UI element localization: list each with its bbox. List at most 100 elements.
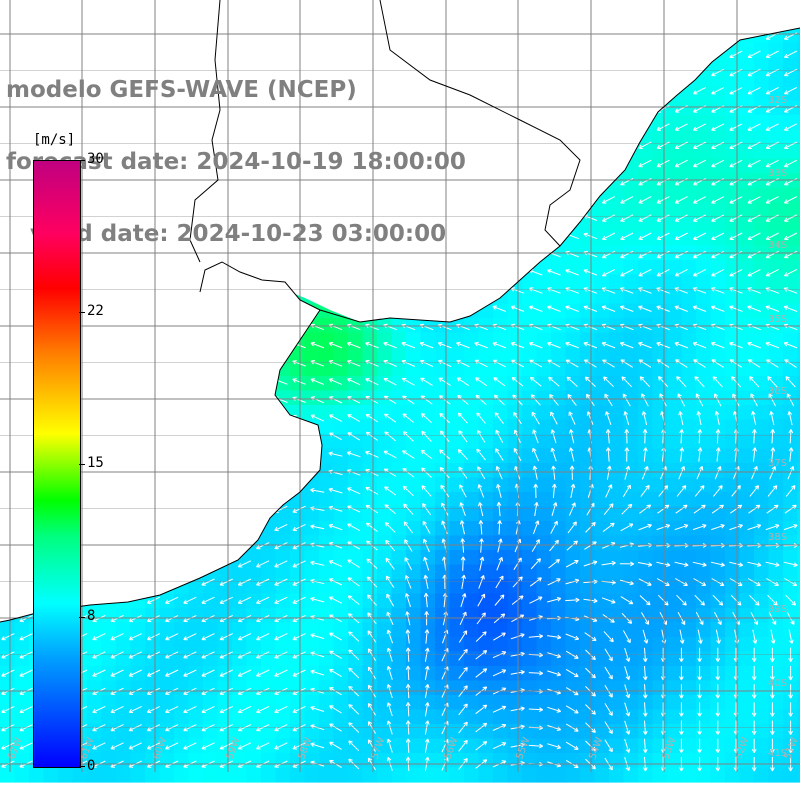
wind-speed-cell [348, 361, 364, 377]
wind-speed-cell [754, 593, 770, 609]
wind-speed-cell [565, 463, 581, 479]
map-header: modelo GEFS-WAVE (NCEP) forecast date: 2… [6, 30, 466, 270]
wind-speed-cell [623, 521, 639, 537]
wind-arrow [476, 448, 486, 461]
wind-speed-cell [768, 695, 784, 711]
wind-speed-cell [290, 637, 306, 653]
wind-speed-cell [478, 492, 494, 508]
wind-speed-cell [681, 202, 697, 218]
wind-speed-cell [391, 405, 407, 421]
wind-arrow [638, 214, 652, 222]
wind-arrow [165, 669, 179, 677]
wind-speed-cell [145, 651, 161, 667]
wind-speed-cell [623, 187, 639, 203]
wind-speed-cell [652, 405, 668, 421]
wind-speed-cell [551, 724, 567, 740]
wind-speed-cell [638, 231, 654, 247]
wind-speed-cell [580, 666, 596, 682]
wind-speed-cell [14, 622, 30, 638]
wind-arrow [729, 561, 744, 567]
wind-arrow [183, 669, 197, 677]
wind-arrow [438, 377, 451, 386]
wind-speed-cell [696, 289, 712, 305]
wind-speed-cell [623, 448, 639, 464]
wind-speed-cell [681, 216, 697, 232]
wind-speed-cell [333, 767, 349, 783]
wind-speed-cell [319, 564, 335, 580]
wind-speed-cell [493, 347, 509, 363]
wind-speed-cell [623, 463, 639, 479]
wind-speed-cell [609, 651, 625, 667]
wind-speed-cell [623, 666, 639, 682]
wind-speed-cell [594, 303, 610, 319]
wind-speed-cell [449, 347, 465, 363]
wind-arrow [386, 702, 393, 717]
wind-speed-cell [754, 753, 770, 769]
wind-speed-cell [725, 767, 741, 783]
wind-arrow [386, 665, 393, 680]
wind-speed-cell [87, 651, 103, 667]
wind-arrow [749, 485, 760, 497]
wind-speed-cell [536, 622, 552, 638]
wind-speed-cell [667, 144, 683, 160]
wind-speed-cell [391, 492, 407, 508]
wind-speed-cell [420, 622, 436, 638]
wind-speed-cell [710, 260, 726, 276]
wind-speed-cell [725, 463, 741, 479]
wind-speed-cell [464, 434, 480, 450]
wind-speed-cell [565, 709, 581, 725]
wind-arrow [619, 341, 634, 349]
wind-arrow [565, 668, 579, 678]
wind-speed-cell [783, 709, 799, 725]
wind-arrow [619, 561, 635, 567]
wind-speed-cell [565, 419, 581, 435]
wind-arrow [237, 669, 252, 677]
wind-speed-cell [333, 492, 349, 508]
wind-speed-cell [464, 767, 480, 783]
wind-arrow [146, 705, 161, 714]
wind-speed-cell [594, 709, 610, 725]
wind-speed-cell [667, 564, 683, 580]
wind-speed-cell [101, 724, 117, 740]
wind-speed-cell [130, 608, 146, 624]
wind-speed-cell [362, 637, 378, 653]
wind-arrow [715, 629, 721, 644]
wind-arrow [624, 702, 631, 717]
wind-speed-cell [188, 637, 204, 653]
wind-arrow [674, 561, 689, 567]
wind-arrow [549, 394, 559, 406]
wind-speed-cell [377, 390, 393, 406]
wind-arrow [783, 250, 798, 259]
wind-speed-cell [696, 86, 712, 102]
wind-arrow [605, 429, 611, 444]
wind-speed-cell [319, 666, 335, 682]
wind-speed-cell [681, 593, 697, 609]
wind-arrow [713, 485, 723, 497]
wind-speed-cell [638, 695, 654, 711]
wind-speed-cell [710, 100, 726, 116]
wind-speed-cell [522, 347, 538, 363]
wind-speed-cell [797, 680, 800, 696]
wind-speed-cell [391, 347, 407, 363]
wind-speed-cell [623, 695, 639, 711]
wind-speed-cell [725, 535, 741, 551]
wind-arrow [749, 376, 760, 388]
wind-arrow [495, 466, 503, 480]
wind-speed-cell [101, 651, 117, 667]
wind-arrow [385, 539, 396, 552]
wind-speed-cell [130, 738, 146, 754]
wind-speed-cell [783, 173, 799, 189]
wind-speed-cell [667, 695, 683, 711]
wind-speed-cell [754, 521, 770, 537]
wind-arrow [437, 341, 452, 349]
wind-arrow [641, 393, 649, 407]
wind-arrow [310, 560, 325, 566]
wind-arrow [765, 268, 779, 277]
wind-speed-cell [406, 666, 422, 682]
wind-speed-cell [304, 767, 320, 783]
wind-speed-cell [754, 463, 770, 479]
wind-speed-cell [464, 405, 480, 421]
wind-arrow [565, 741, 579, 750]
wind-arrow [423, 574, 429, 589]
wind-arrow [421, 430, 432, 442]
